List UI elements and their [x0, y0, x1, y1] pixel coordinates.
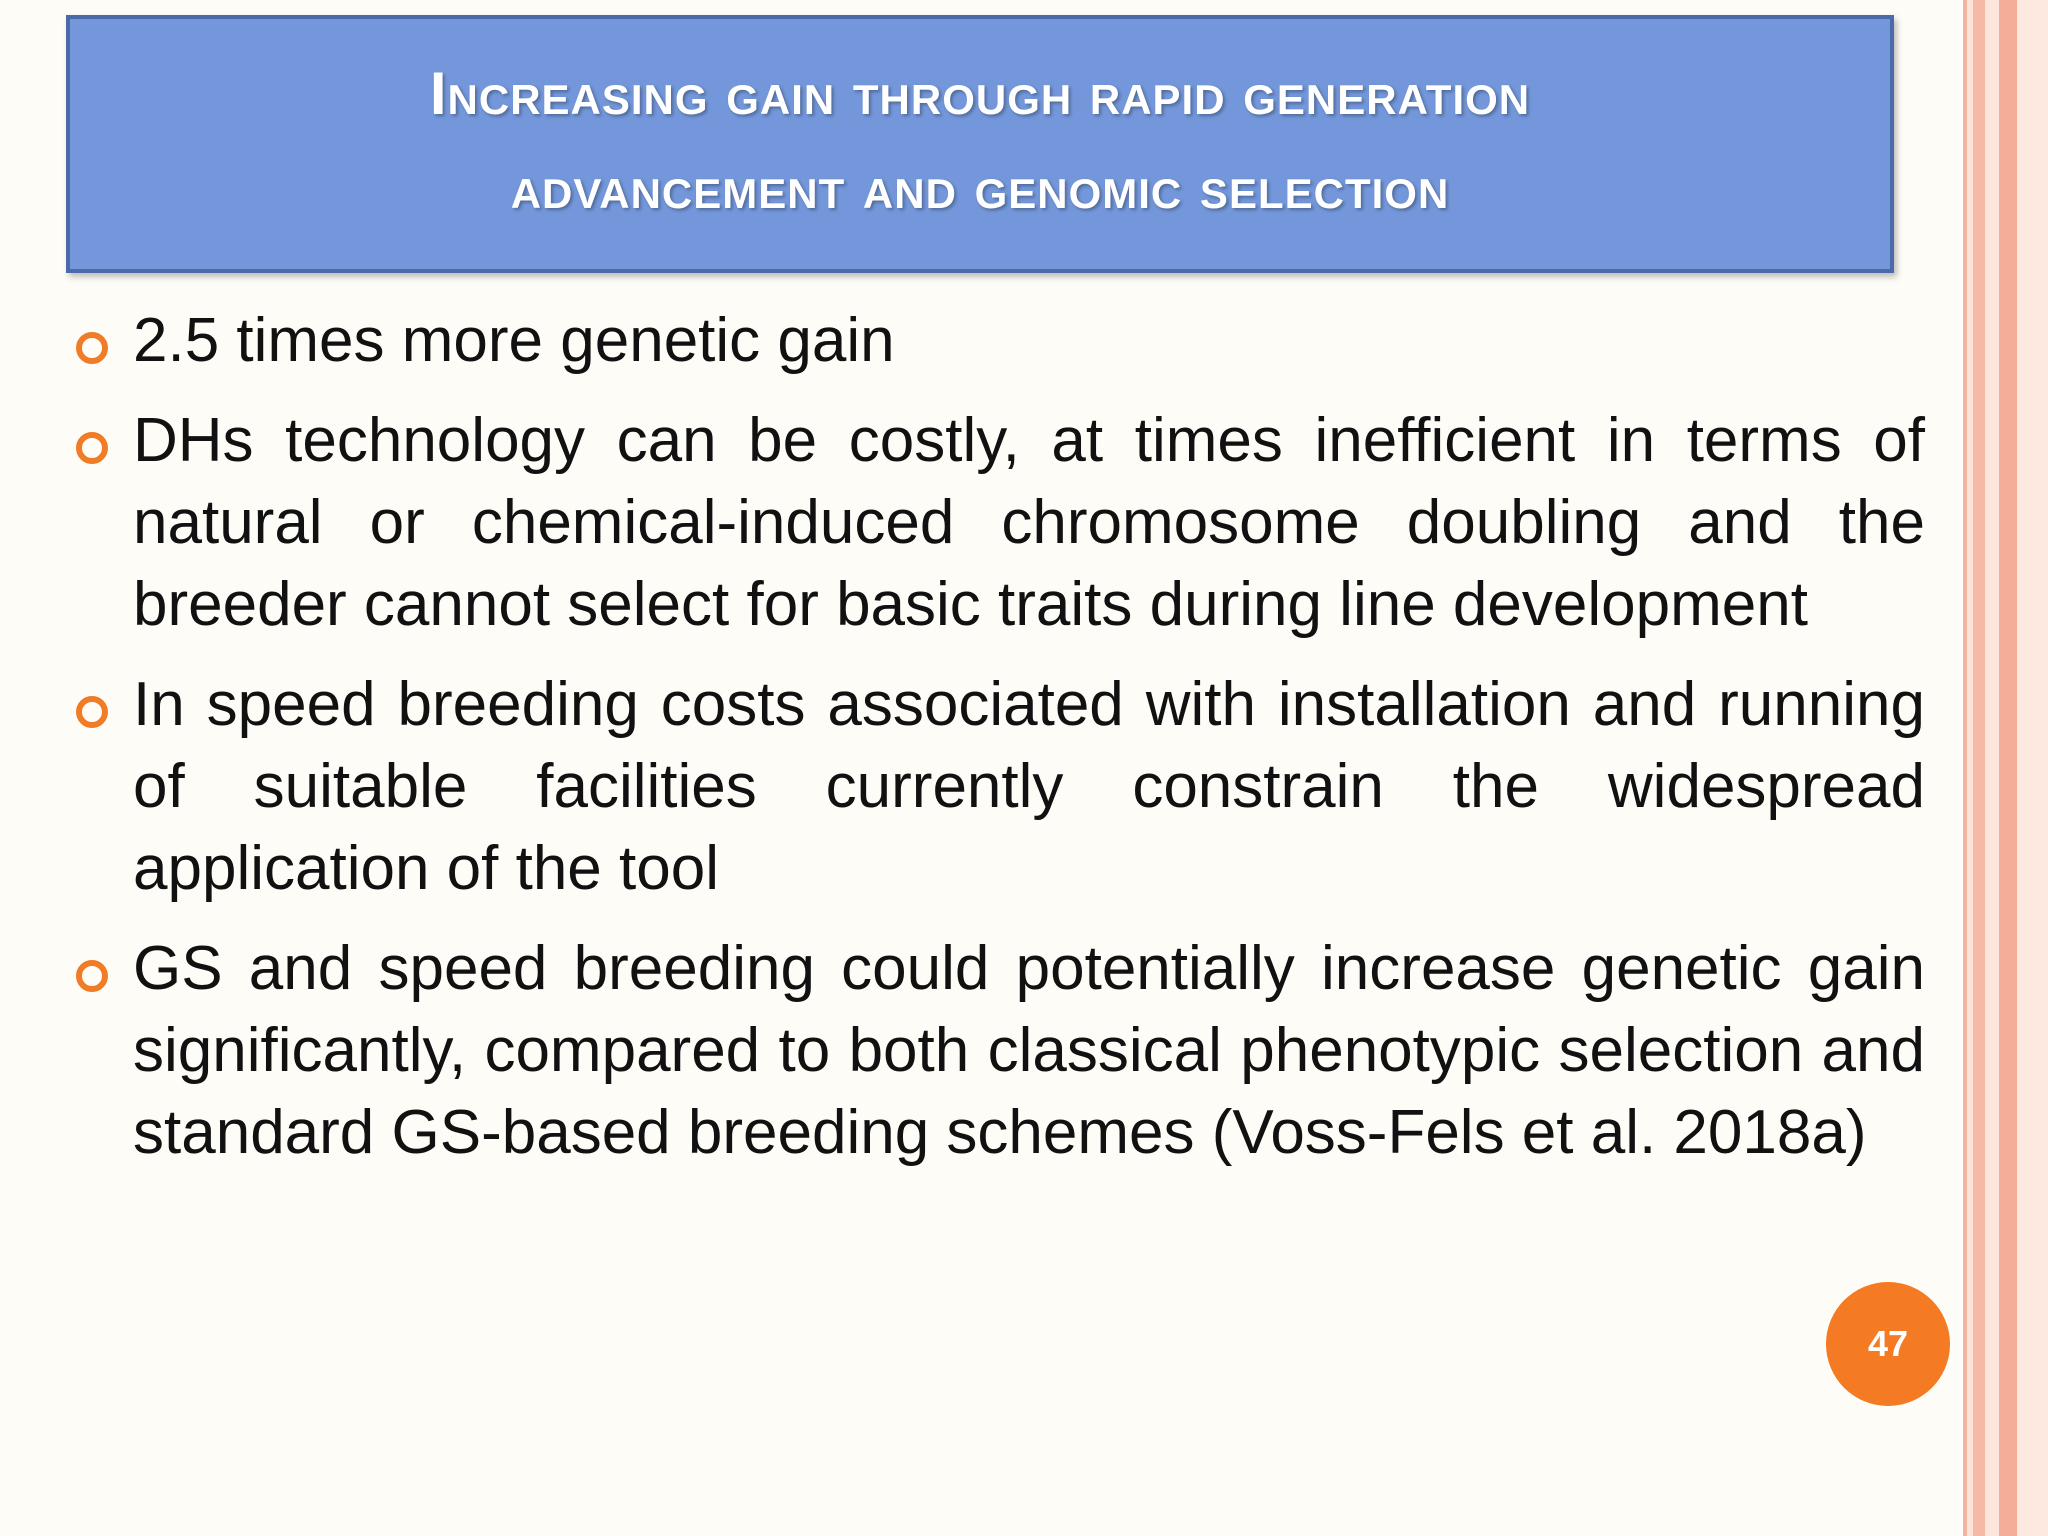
bullet-item: In speed breeding costs associated with …	[70, 664, 1925, 910]
slide-border-stripe	[1985, 0, 1999, 1536]
hollow-circle-bullet-icon	[76, 696, 108, 728]
slide-border-stripe	[2017, 0, 2048, 1536]
bullet-text: DHs technology can be costly, at times i…	[133, 406, 1925, 639]
bullet-text: GS and speed breeding could potentially …	[133, 934, 1925, 1167]
slide-title-line-2: advancement and genomic selection	[510, 154, 1450, 221]
slide-title-box: Increasing gain through rapid generation…	[66, 15, 1894, 273]
slide-border-stripe	[1999, 0, 2017, 1536]
slide-title-line-1: Increasing gain through rapid generation	[429, 60, 1531, 127]
bullet-text: In speed breeding costs associated with …	[133, 670, 1925, 903]
hollow-circle-bullet-icon	[76, 960, 108, 992]
bullet-item: GS and speed breeding could potentially …	[70, 928, 1925, 1174]
page-number-badge: 47	[1826, 1282, 1950, 1406]
slide-border-stripe	[1963, 0, 1967, 1536]
bullet-list: 2.5 times more genetic gain DHs technolo…	[70, 300, 1925, 1192]
hollow-circle-bullet-icon	[76, 332, 108, 364]
bullet-item: DHs technology can be costly, at times i…	[70, 400, 1925, 646]
hollow-circle-bullet-icon	[76, 432, 108, 464]
bullet-item: 2.5 times more genetic gain	[70, 300, 1925, 382]
bullet-text: 2.5 times more genetic gain	[133, 306, 895, 375]
slide-border-stripe	[1967, 0, 1973, 1536]
slide-title: Increasing gain through rapid generation…	[70, 47, 1890, 235]
slide-border-stripe	[1973, 0, 1985, 1536]
